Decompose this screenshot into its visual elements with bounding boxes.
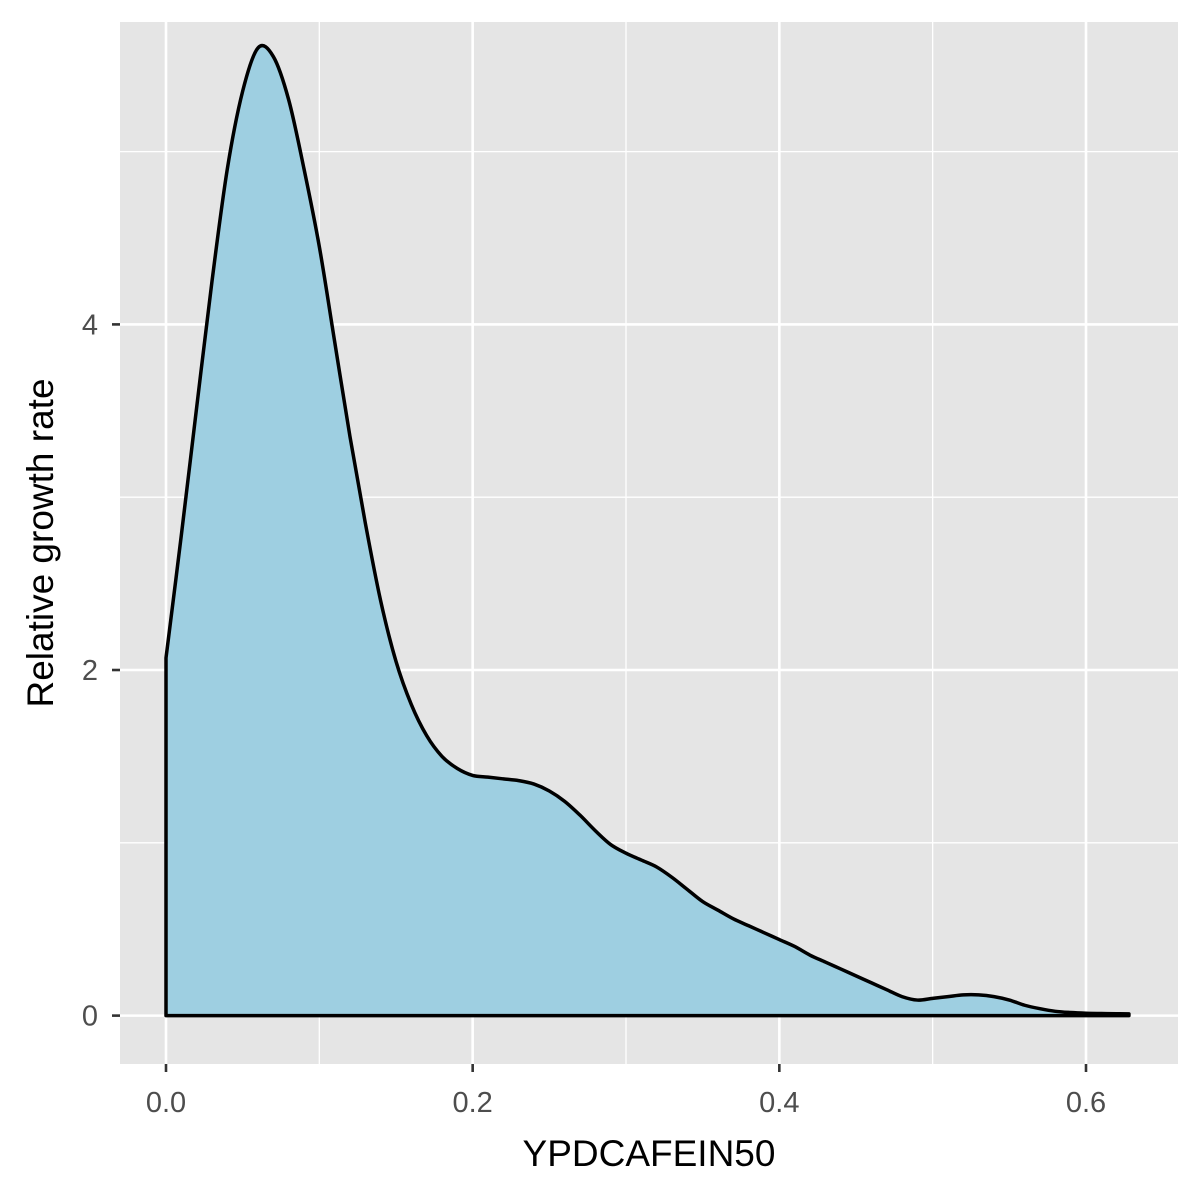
y-axis-ticks: 0 2 4 bbox=[82, 309, 120, 1033]
x-axis-ticks: 0.0 0.2 0.4 0.6 bbox=[146, 1064, 1106, 1119]
x-tick-label: 0.6 bbox=[1066, 1087, 1106, 1119]
density-outline bbox=[164, 43, 1131, 1018]
density-area bbox=[166, 45, 1129, 1016]
x-axis-title: YPDCAFEIN50 bbox=[523, 1133, 776, 1174]
y-axis-title: Relative growth rate bbox=[20, 378, 61, 707]
x-tick-label: 0.4 bbox=[759, 1087, 799, 1119]
y-tick-label: 2 bbox=[82, 655, 98, 687]
x-tick-label: 0.2 bbox=[453, 1087, 493, 1119]
x-tick-label: 0.0 bbox=[146, 1087, 186, 1119]
y-tick-label: 4 bbox=[82, 309, 98, 341]
y-tick-label: 0 bbox=[82, 1001, 98, 1033]
